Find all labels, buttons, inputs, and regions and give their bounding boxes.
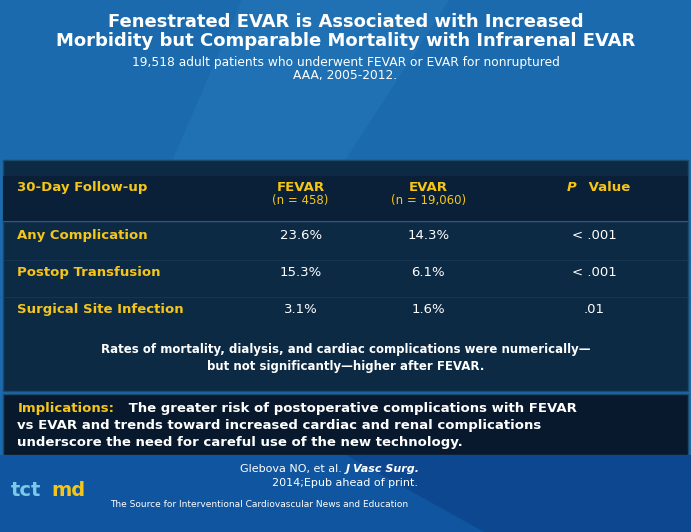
Bar [0, 48, 691, 53]
Text: P: P [567, 181, 576, 194]
Bar [0, 96, 691, 101]
Bar [0, 80, 691, 85]
Text: tct: tct [10, 481, 41, 501]
Text: 15.3%: 15.3% [279, 266, 322, 279]
Polygon shape [173, 0, 449, 160]
Text: Implications:: Implications: [17, 402, 114, 414]
Text: < .001: < .001 [572, 229, 616, 242]
Bar [0, 11, 691, 16]
Text: FEVAR: FEVAR [276, 181, 325, 194]
Bar [0, 21, 691, 27]
Text: Value: Value [584, 181, 630, 194]
Bar [0, 154, 691, 160]
Bar [0, 43, 691, 48]
Bar [0, 16, 691, 21]
Text: 30-Day Follow-up: 30-Day Follow-up [17, 181, 148, 194]
Bar [3, 176, 688, 221]
Bar [0, 106, 691, 112]
Bar [0, 455, 691, 532]
Text: .01: .01 [584, 303, 605, 316]
Bar [0, 37, 691, 43]
Text: AAA, 2005-2012.: AAA, 2005-2012. [294, 69, 397, 82]
Bar [0, 69, 691, 74]
Text: < .001: < .001 [572, 266, 616, 279]
Bar [3, 394, 688, 455]
Text: 2014;Epub ahead of print.: 2014;Epub ahead of print. [272, 478, 419, 488]
Bar [0, 27, 691, 32]
Bar [0, 101, 691, 106]
Text: 3.1%: 3.1% [284, 303, 317, 316]
Text: The Source for Interventional Cardiovascular News and Education: The Source for Interventional Cardiovasc… [111, 500, 408, 509]
Bar [0, 53, 691, 59]
Bar [0, 59, 691, 64]
Text: md: md [52, 481, 86, 501]
Bar [0, 117, 691, 122]
Bar [0, 128, 691, 133]
Text: Fenestrated EVAR is Associated with Increased: Fenestrated EVAR is Associated with Incr… [108, 13, 583, 31]
Text: Surgical Site Infection: Surgical Site Infection [17, 303, 184, 316]
Bar [0, 138, 691, 144]
Bar [0, 112, 691, 117]
Text: Morbidity but Comparable Mortality with Infrarenal EVAR: Morbidity but Comparable Mortality with … [56, 32, 635, 50]
Text: Glebova NO, et al.: Glebova NO, et al. [240, 464, 346, 475]
Text: vs EVAR and trends toward increased cardiac and renal complications: vs EVAR and trends toward increased card… [17, 419, 542, 431]
Bar [0, 144, 691, 149]
Bar [0, 32, 691, 37]
Text: 6.1%: 6.1% [412, 266, 445, 279]
Bar [0, 74, 691, 80]
Text: but not significantly—higher after FEVAR.: but not significantly—higher after FEVAR… [207, 360, 484, 373]
Text: 19,518 adult patients who underwent FEVAR or EVAR for nonruptured: 19,518 adult patients who underwent FEVA… [131, 56, 560, 69]
Text: The greater risk of postoperative complications with FEVAR: The greater risk of postoperative compli… [124, 402, 577, 414]
Bar [0, 149, 691, 154]
Bar [0, 5, 691, 11]
Text: (n = 19,060): (n = 19,060) [391, 194, 466, 207]
Bar [0, 0, 691, 5]
Bar [0, 64, 691, 69]
Text: 14.3%: 14.3% [408, 229, 449, 242]
Bar [0, 122, 691, 128]
Bar [3, 160, 688, 391]
Bar [0, 85, 691, 90]
Bar [0, 90, 691, 96]
Text: (n = 458): (n = 458) [272, 194, 329, 207]
Text: EVAR: EVAR [409, 181, 448, 194]
Polygon shape [346, 455, 691, 532]
Bar [0, 133, 691, 138]
Text: J Vasc Surg.: J Vasc Surg. [346, 464, 419, 475]
Text: 1.6%: 1.6% [412, 303, 445, 316]
Bar [0, 0, 691, 160]
Text: 23.6%: 23.6% [280, 229, 321, 242]
Text: Any Complication: Any Complication [17, 229, 148, 242]
Text: Rates of mortality, dialysis, and cardiac complications were numerically—: Rates of mortality, dialysis, and cardia… [101, 343, 590, 356]
Text: Postop Transfusion: Postop Transfusion [17, 266, 161, 279]
Text: underscore the need for careful use of the new technology.: underscore the need for careful use of t… [17, 436, 463, 448]
